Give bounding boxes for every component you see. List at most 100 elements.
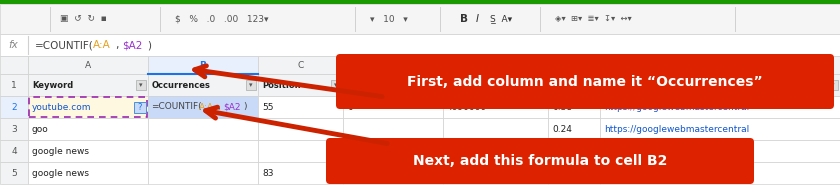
Text: =COUNTIF(: =COUNTIF( bbox=[35, 40, 94, 50]
Bar bbox=[548, 118, 600, 140]
Bar bbox=[0, 0, 840, 4]
Bar bbox=[588, 80, 598, 90]
Text: Url: Url bbox=[604, 80, 618, 90]
Bar bbox=[28, 74, 148, 96]
Bar bbox=[548, 162, 600, 184]
Text: 4090000: 4090000 bbox=[447, 102, 487, 112]
Text: ▾: ▾ bbox=[539, 82, 543, 88]
Text: A:A: A:A bbox=[199, 102, 214, 112]
Text: 3: 3 bbox=[11, 124, 17, 134]
Bar bbox=[443, 74, 548, 96]
Text: ): ) bbox=[243, 102, 246, 112]
FancyBboxPatch shape bbox=[326, 138, 754, 184]
Text: ▾: ▾ bbox=[139, 82, 143, 88]
Bar bbox=[600, 140, 840, 162]
Bar bbox=[600, 162, 840, 184]
Text: goo: goo bbox=[32, 124, 49, 134]
Text: G: G bbox=[717, 60, 723, 69]
Text: ▾: ▾ bbox=[334, 82, 338, 88]
Bar bbox=[600, 96, 840, 118]
Text: E: E bbox=[493, 60, 498, 69]
Text: 2: 2 bbox=[11, 102, 17, 112]
Text: Occurrences: Occurrences bbox=[152, 80, 211, 90]
Text: 5: 5 bbox=[11, 168, 17, 178]
Bar bbox=[343, 162, 443, 184]
Text: 3350000: 3350000 bbox=[447, 168, 487, 178]
Text: https://googlewebmastercentral: https://googlewebmastercentral bbox=[604, 102, 749, 112]
Text: ▾: ▾ bbox=[591, 82, 595, 88]
Text: 55: 55 bbox=[262, 102, 274, 112]
Text: ?: ? bbox=[138, 102, 142, 112]
Bar bbox=[548, 56, 600, 74]
Bar bbox=[0, 96, 28, 118]
Text: $A2: $A2 bbox=[122, 40, 142, 50]
Bar bbox=[148, 140, 258, 162]
Bar bbox=[134, 102, 146, 113]
Text: ): ) bbox=[147, 40, 151, 50]
Text: ▾   10   ▾: ▾ 10 ▾ bbox=[370, 14, 407, 24]
Bar bbox=[28, 162, 148, 184]
Text: https://googlewebmastercentral: https://googlewebmastercentral bbox=[604, 124, 749, 134]
Bar bbox=[258, 56, 343, 74]
Bar bbox=[600, 56, 840, 74]
Text: 83: 83 bbox=[262, 168, 274, 178]
Bar bbox=[148, 56, 258, 74]
Text: http://googlewebmastercentral.b: http://googlewebmastercentral.b bbox=[604, 146, 753, 156]
Bar bbox=[148, 118, 258, 140]
Bar bbox=[28, 96, 148, 118]
Bar bbox=[600, 118, 840, 140]
Text: ,: , bbox=[115, 40, 118, 50]
Bar bbox=[28, 140, 148, 162]
Text: 2.54: 2.54 bbox=[552, 146, 572, 156]
Text: D: D bbox=[390, 60, 396, 69]
Bar bbox=[28, 118, 148, 140]
Text: $A2: $A2 bbox=[223, 102, 240, 112]
Text: youtube.com: youtube.com bbox=[32, 102, 92, 112]
Bar bbox=[600, 74, 840, 96]
Bar bbox=[246, 80, 256, 90]
Text: 0.38: 0.38 bbox=[552, 102, 572, 112]
Bar bbox=[343, 74, 443, 96]
Bar bbox=[443, 56, 548, 74]
Bar bbox=[258, 74, 343, 96]
Text: ,: , bbox=[217, 102, 220, 112]
Bar bbox=[258, 162, 343, 184]
Text: https://www.distilled.net/blog/re: https://www.distilled.net/blog/re bbox=[604, 168, 749, 178]
Bar bbox=[828, 80, 838, 90]
Bar bbox=[148, 74, 258, 96]
Text: 4: 4 bbox=[11, 146, 17, 156]
Text: Search Volum.▾: Search Volum.▾ bbox=[447, 80, 519, 90]
Bar bbox=[443, 140, 548, 162]
Bar bbox=[343, 118, 443, 140]
Text: Previous Pos▾: Previous Pos▾ bbox=[347, 80, 412, 90]
Text: B: B bbox=[460, 14, 468, 24]
Bar bbox=[0, 34, 840, 56]
Text: fx: fx bbox=[8, 40, 18, 50]
Text: ▾: ▾ bbox=[832, 82, 835, 88]
Bar bbox=[148, 162, 258, 184]
Text: I: I bbox=[476, 14, 479, 24]
Text: Keyword: Keyword bbox=[32, 80, 73, 90]
Text: ◈▾  ⊞▾  ≣▾  ↧▾  ↔▾: ◈▾ ⊞▾ ≣▾ ↧▾ ↔▾ bbox=[555, 14, 632, 24]
Bar bbox=[431, 80, 441, 90]
Text: B: B bbox=[200, 60, 207, 69]
Bar bbox=[0, 140, 28, 162]
Bar bbox=[258, 118, 343, 140]
Bar bbox=[443, 96, 548, 118]
Bar bbox=[28, 56, 148, 74]
Bar bbox=[343, 140, 443, 162]
Text: First, add column and name it “Occurrences”: First, add column and name it “Occurrenc… bbox=[407, 74, 763, 89]
Bar bbox=[258, 140, 343, 162]
Bar bbox=[548, 140, 600, 162]
Bar bbox=[343, 96, 443, 118]
Text: =COUNTIF(: =COUNTIF( bbox=[151, 102, 202, 112]
Text: 79: 79 bbox=[347, 168, 359, 178]
Bar bbox=[343, 56, 443, 74]
Text: F: F bbox=[571, 60, 576, 69]
Bar bbox=[0, 118, 28, 140]
Text: A: A bbox=[85, 60, 91, 69]
Text: Next, add this formula to cell B2: Next, add this formula to cell B2 bbox=[412, 154, 667, 168]
Bar bbox=[0, 56, 28, 74]
Text: 0: 0 bbox=[347, 102, 353, 112]
Bar bbox=[0, 74, 28, 96]
